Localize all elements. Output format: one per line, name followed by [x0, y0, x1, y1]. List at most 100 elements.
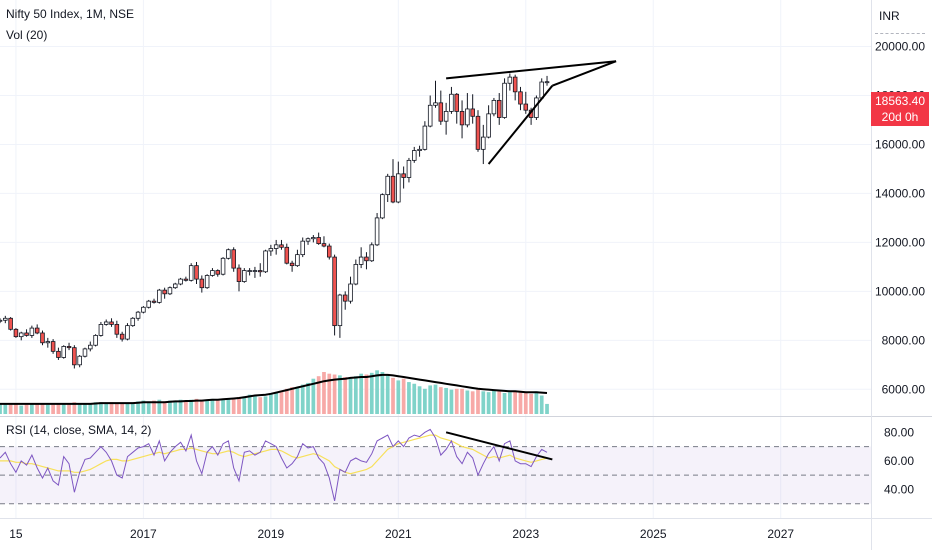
wedge-closing-line — [551, 60, 617, 87]
candle-body — [433, 102, 438, 106]
volume-bar — [14, 403, 18, 414]
volume-bar — [215, 400, 220, 414]
volume-bar — [534, 391, 539, 414]
volume-bar — [247, 394, 252, 414]
volume-bar — [444, 387, 448, 414]
candle-body — [194, 265, 199, 280]
candle-body — [45, 341, 51, 344]
volume-bar — [77, 403, 82, 414]
candle-body — [311, 237, 316, 240]
candle-body — [157, 289, 162, 303]
candle-body — [252, 270, 258, 272]
volume-bar — [205, 399, 209, 414]
candle-body — [98, 324, 104, 336]
candle-body — [40, 332, 45, 344]
candle-body — [305, 238, 311, 242]
candle-body — [459, 111, 465, 126]
time-tick-label: 2019 — [258, 527, 285, 541]
candle-body — [50, 341, 56, 352]
candle-body — [8, 317, 13, 330]
rsi-legend[interactable]: RSI (14, close, SMA, 14, 2) — [6, 423, 152, 437]
candle-body — [167, 287, 173, 295]
time-tick-label: 15 — [9, 527, 23, 541]
volume-bar — [125, 403, 130, 414]
volume-bar — [184, 400, 188, 414]
candle-body — [358, 256, 364, 265]
volume-bar — [83, 403, 87, 414]
axis-corner[interactable] — [872, 520, 932, 550]
candle-body — [327, 245, 332, 258]
candle-body — [470, 108, 475, 117]
candle-body — [364, 256, 369, 262]
volume-bar — [99, 402, 103, 414]
volume-bar — [152, 400, 156, 414]
volume-bar — [279, 390, 284, 414]
price-tick-label: 12000.00 — [875, 235, 925, 249]
candle-body — [135, 311, 141, 319]
volume-bar — [476, 389, 480, 414]
candle-body — [449, 93, 454, 112]
volume-bar — [178, 399, 183, 414]
volume-bar — [375, 370, 379, 414]
volume-bar — [369, 372, 374, 414]
candle-body — [151, 300, 157, 303]
candle-body — [263, 250, 268, 273]
volume-bar — [146, 401, 151, 414]
volume-bar — [67, 403, 71, 414]
chart-title[interactable]: Nifty 50 Index, 1M, NSE — [6, 7, 135, 21]
volume-bar — [226, 398, 231, 414]
volume-bar — [30, 403, 34, 414]
volume-bar — [88, 403, 93, 414]
candle-body — [481, 136, 486, 150]
volume-bar — [401, 378, 406, 414]
candle-body — [507, 76, 513, 84]
volume-bar — [130, 402, 135, 414]
candle-body — [295, 254, 300, 267]
candle-body — [406, 159, 412, 178]
candle-body — [491, 99, 497, 115]
volume-bar — [253, 395, 257, 414]
candle-body — [279, 244, 284, 248]
price-tick-label: 10000.00 — [875, 284, 925, 298]
volume-bar — [114, 403, 119, 414]
candle-body — [220, 257, 226, 275]
candle-body — [289, 262, 295, 267]
volume-bar — [141, 400, 146, 414]
volume-bar — [449, 389, 454, 414]
candle-body — [332, 256, 337, 327]
volume-bar — [380, 372, 385, 414]
rsi-tick-label: 80.00 — [884, 425, 914, 439]
volume-bar — [284, 388, 289, 414]
volume-bar — [237, 397, 241, 414]
volume-bar — [343, 377, 348, 414]
candle-body — [401, 173, 406, 178]
volume-bar — [470, 391, 475, 414]
candle-body — [162, 289, 167, 295]
volume-bar — [454, 388, 459, 414]
candle-body — [34, 327, 40, 334]
candle-body — [204, 275, 210, 289]
volume-bar — [481, 391, 486, 414]
candle-body — [199, 278, 205, 289]
volume-bar — [258, 397, 263, 414]
volume-bar — [513, 390, 518, 414]
volume-bar — [45, 404, 50, 414]
volume-bar — [322, 372, 326, 414]
volume-bar — [269, 393, 273, 414]
price-tick-label: 14000.00 — [875, 186, 925, 200]
candle-body — [353, 264, 359, 285]
rsi-divergence-line — [445, 431, 553, 461]
volume-legend[interactable]: Vol (20) — [6, 28, 48, 42]
volume-bar — [295, 387, 300, 414]
currency-label[interactable]: INR — [879, 9, 900, 23]
volume-bar — [492, 390, 496, 414]
candle-body — [369, 244, 375, 262]
volume-bar — [316, 376, 321, 414]
volume-bar — [348, 378, 353, 414]
candle-body — [257, 270, 263, 273]
volume-bar — [497, 391, 502, 414]
volume-bar — [428, 385, 433, 414]
last-price-badge: 18563.40 20d 0h — [871, 92, 929, 126]
